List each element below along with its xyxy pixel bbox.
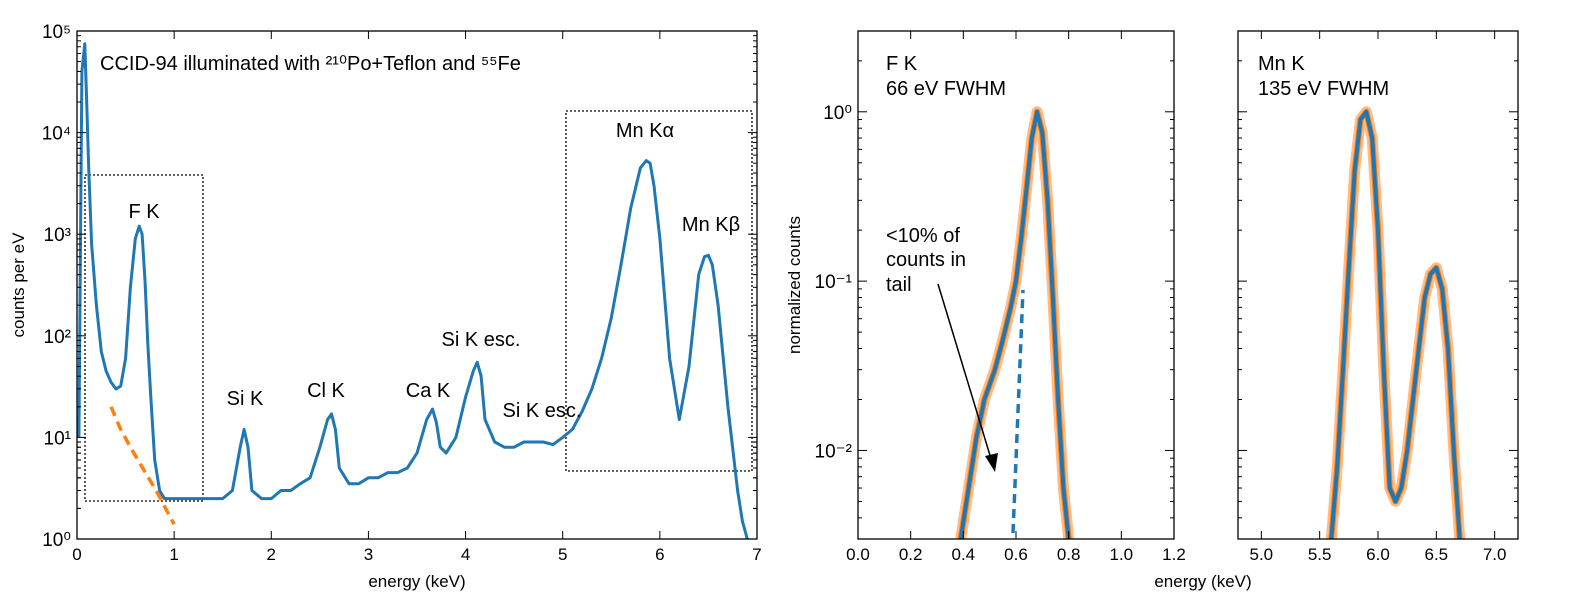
fk-ytick-label: 10⁻²	[815, 441, 853, 462]
tail-arrow-shaft	[937, 283, 993, 463]
annotation-clk: Cl K	[307, 380, 345, 402]
fk-panel: 0.0 0.2 0.4 0.6 0.8 1.0 1.2 10⁻² 10⁻¹ 10⁰ F K 66 …	[785, 30, 1186, 564]
tail-annotation-line-1: <10% of	[886, 225, 960, 247]
overview-xtick-label: 5	[558, 545, 567, 564]
fk-xtick-label: 0.4	[952, 545, 976, 564]
shared-xlabel: energy (keV)	[1154, 572, 1251, 591]
annotation-mnka: Mn Kα	[616, 120, 674, 142]
overview-frame	[76, 30, 758, 540]
overview-ylabel: counts per eV	[9, 232, 28, 338]
overview-xtick-label: 2	[267, 545, 276, 564]
annotation-mnkb: Mn Kβ	[682, 214, 740, 236]
annotation-fk: F K	[128, 201, 160, 223]
mnk-xtick-label: 5.0	[1250, 545, 1274, 564]
mnk-spectrum-line	[1329, 109, 1462, 539]
overview-ytick-label: 10³	[44, 225, 71, 246]
fk-xtick-label: 0.0	[846, 545, 870, 564]
mnk-subtitle: 135 eV FWHM	[1258, 78, 1389, 100]
overview-ytick-label: 10²	[44, 327, 71, 348]
mnk-region-box	[565, 110, 753, 472]
fk-title: F K	[886, 53, 918, 75]
overview-xtick-label: 7	[752, 545, 761, 564]
overview-xtick-label: 0	[72, 545, 81, 564]
fk-subtitle: 66 eV FWHM	[886, 78, 1006, 100]
mnk-xtick-label: 7.0	[1483, 545, 1507, 564]
tail-annotation-line-3: tail	[886, 274, 912, 296]
mnk-title: Mn K	[1258, 53, 1305, 75]
overview-xtick-label: 1	[169, 545, 178, 564]
mnk-model-band	[1325, 106, 1466, 539]
tail-annotation-line-2: counts in	[886, 249, 966, 271]
overview-ytick-label: 10⁴	[42, 124, 71, 145]
overview-title: CCID-94 illuminated with ²¹⁰Po+Teflon an…	[100, 53, 521, 75]
mnk-xtick-label: 5.5	[1308, 545, 1332, 564]
fk-region-box	[84, 174, 204, 502]
fk-ytick-label: 10⁻¹	[815, 272, 853, 293]
overview-xtick-label: 3	[364, 545, 373, 564]
annotation-sik-esc-2: Si K esc.	[503, 400, 582, 422]
fk-ytick-label: 10⁰	[823, 103, 852, 124]
tail-annotation: <10% of counts in tail	[886, 225, 998, 472]
mnk-panel: 5.0 5.5 6.0 6.5 7.0 Mn K 135 eV FWHM	[1237, 30, 1519, 564]
overview-spectrum-line	[77, 42, 749, 539]
annotation-sik-esc-1: Si K esc.	[442, 329, 521, 351]
mnk-xtick-label: 6.5	[1425, 545, 1449, 564]
overview-ytick-label: 10¹	[44, 428, 71, 449]
overview-xlabel: energy (keV)	[368, 572, 465, 591]
fk-gaussian-fit	[1011, 289, 1025, 534]
overview-panel: 0 1 2 3 4 5 6 7 10⁰ 10¹ 10² 10³ 10⁴ 10⁵ CCID-94 illum…	[9, 22, 762, 591]
fk-xtick-label: 0.2	[899, 545, 923, 564]
overview-xtick-label: 6	[655, 545, 664, 564]
fk-xtick-label: 0.6	[1004, 545, 1028, 564]
fk-xtick-label: 0.8	[1057, 545, 1081, 564]
overview-ytick-label: 10⁵	[42, 22, 71, 43]
annotation-cak: Ca K	[406, 380, 451, 402]
fk-ylabel: normalized counts	[785, 216, 804, 354]
fk-xtick-label: 1.0	[1110, 545, 1134, 564]
overview-tail-fit-line	[109, 406, 176, 526]
overview-xtick-label: 4	[461, 545, 470, 564]
fk-xtick-label: 1.2	[1162, 545, 1186, 564]
tail-arrow-head	[985, 453, 998, 472]
mnk-xtick-label: 6.0	[1366, 545, 1390, 564]
overview-ytick-label: 10⁰	[42, 530, 71, 551]
fk-spectrum-line	[958, 109, 1071, 539]
annotation-sik: Si K	[227, 388, 264, 410]
